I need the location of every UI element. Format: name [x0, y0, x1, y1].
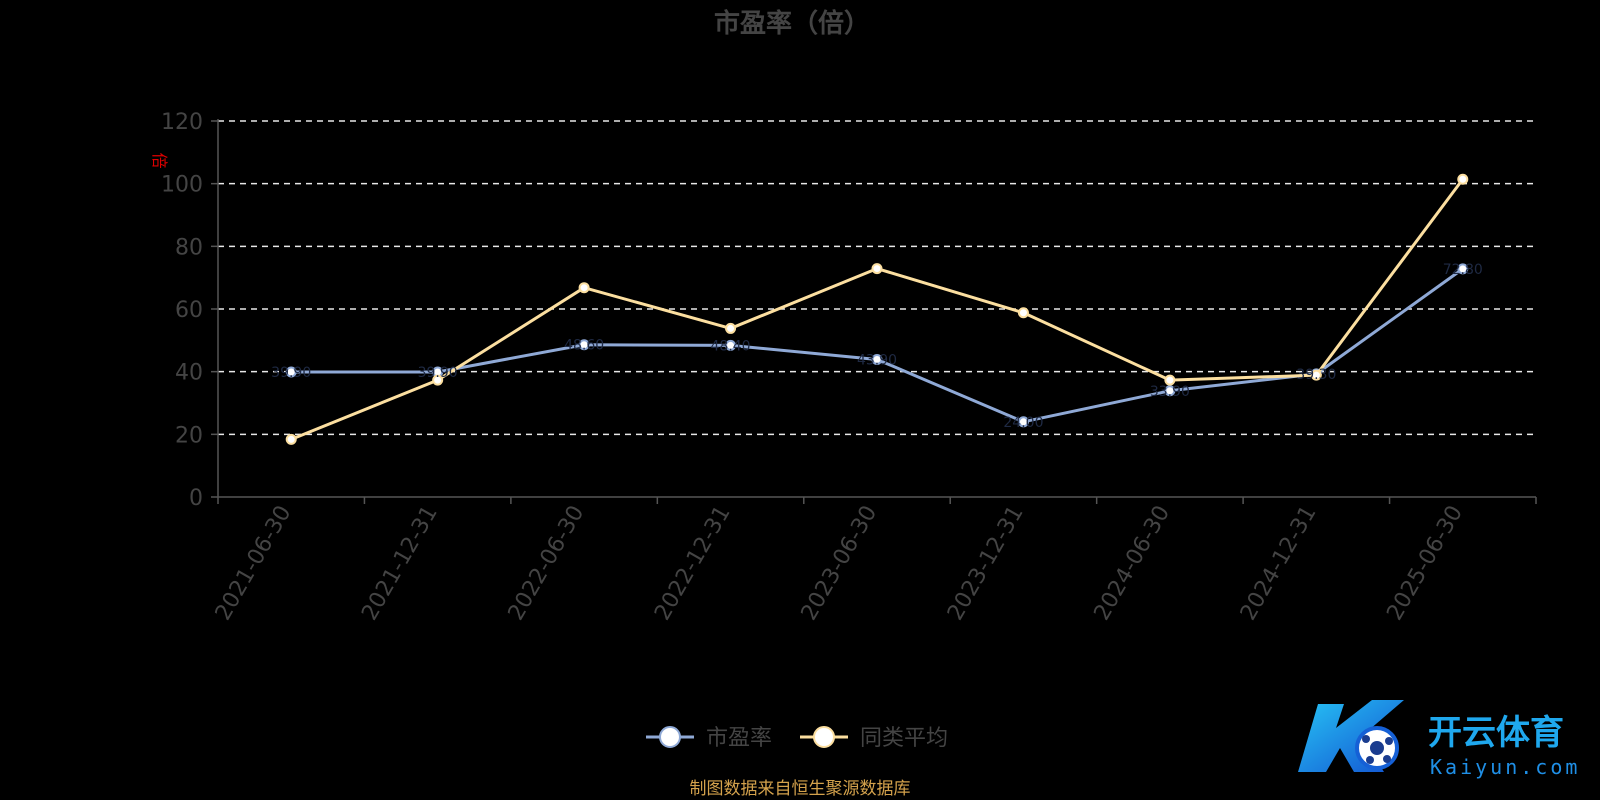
data-point — [285, 366, 297, 378]
data-label: 33.90 — [1150, 384, 1190, 400]
legend-marker — [813, 726, 835, 748]
data-point — [1457, 263, 1469, 275]
y-tick-label: 80 — [175, 235, 203, 260]
data-point — [1164, 374, 1176, 386]
data-point — [578, 282, 590, 294]
y-tick-label: 0 — [189, 486, 203, 511]
data-point — [871, 353, 883, 365]
data-label: 72.80 — [1443, 262, 1483, 278]
data-point — [578, 339, 590, 351]
chart-title: 市盈率（倍） — [714, 8, 870, 39]
x-tick-labels: 2021-06-30 2021-12-31 2022-06-30 2022-12-31… — [211, 501, 1468, 624]
legend[interactable]: 市盈率 同类平均 — [646, 726, 948, 751]
x-tick-label: 2021-06-30 — [211, 502, 297, 625]
data-point — [1017, 416, 1029, 428]
data-label: 39.30 — [1296, 367, 1336, 383]
data-source-note: 制图数据来自恒生聚源数据库 — [690, 779, 911, 799]
y-axis-unit: 倍 — [150, 153, 169, 169]
y-tick-label: 120 — [161, 110, 203, 135]
data-point — [1310, 369, 1322, 381]
axes — [211, 119, 1537, 504]
grid-lines — [218, 120, 1536, 436]
legend-label: 同类平均 — [860, 726, 948, 751]
data-label: 24.00 — [1003, 415, 1043, 431]
x-tick-label: 2022-12-31 — [650, 502, 736, 625]
data-point — [432, 374, 444, 386]
data-point — [1017, 307, 1029, 319]
data-labels: 39.90 39.90 48.60 48.40 43.90 24.00 33.90 39.30… — [271, 262, 1483, 431]
legend-label: 市盈率 — [706, 726, 772, 751]
data-point — [1457, 173, 1469, 185]
x-tick-label: 2025-06-30 — [1382, 502, 1468, 625]
x-tick-label: 2024-06-30 — [1090, 502, 1176, 625]
watermark-logo: 开云体育 Kaiyun.com — [1298, 700, 1580, 779]
data-point — [871, 263, 883, 275]
x-tick-label: 2024-12-31 — [1236, 502, 1322, 625]
x-tick-label: 2023-12-31 — [943, 502, 1029, 625]
series-line-1 — [291, 267, 1464, 424]
data-label: 39.90 — [271, 365, 311, 381]
data-label: 48.40 — [711, 338, 751, 354]
y-tick-label: 100 — [161, 173, 203, 198]
y-tick-label: 60 — [175, 298, 203, 323]
x-tick-label: 2022-06-30 — [504, 502, 590, 625]
series-lines — [285, 173, 1469, 445]
watermark-logo-icon — [1298, 700, 1404, 772]
x-tick-label: 2021-12-31 — [357, 501, 443, 624]
data-point — [285, 433, 297, 445]
data-label: 48.60 — [564, 338, 604, 354]
y-tick-labels: 0 20 40 60 80 100 120 — [161, 110, 203, 511]
data-label: 43.90 — [857, 352, 897, 368]
data-label: 39.90 — [418, 365, 458, 381]
watermark-text-en: Kaiyun.com — [1430, 755, 1580, 779]
x-tick-label: 2023-06-30 — [797, 502, 883, 625]
data-point — [1164, 385, 1176, 397]
y-tick-label: 40 — [175, 361, 203, 386]
watermark-text-cn: 开云体育 — [1428, 713, 1564, 753]
legend-marker — [659, 726, 681, 748]
y-tick-label: 20 — [175, 423, 203, 448]
data-point — [725, 339, 737, 351]
data-point — [725, 322, 737, 334]
